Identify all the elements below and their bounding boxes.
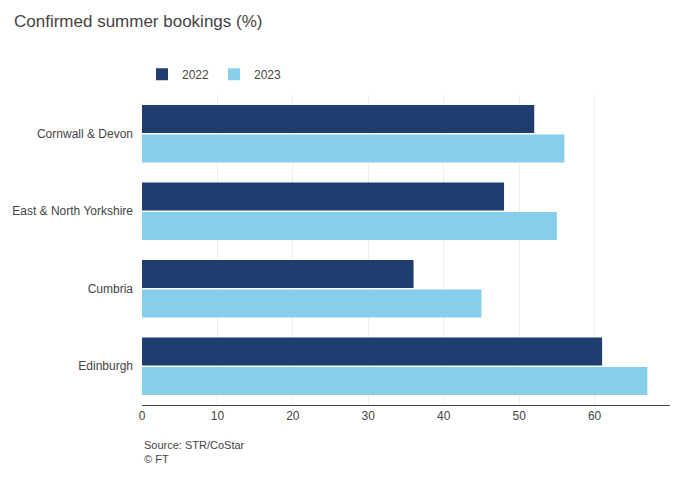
svg-text:Confirmed summer bookings (%): Confirmed summer bookings (%) — [14, 12, 262, 31]
svg-text:Source: STR/CoStar© FT: Source: STR/CoStar© FT — [144, 439, 245, 465]
svg-text:10: 10 — [211, 409, 225, 423]
svg-text:Cornwall & Devon: Cornwall & Devon — [37, 127, 133, 141]
svg-text:60: 60 — [588, 409, 602, 423]
svg-text:30: 30 — [362, 409, 376, 423]
svg-text:0: 0 — [139, 409, 146, 423]
svg-text:2022: 2022 — [182, 68, 209, 82]
svg-text:2023: 2023 — [254, 68, 281, 82]
svg-text:Edinburgh: Edinburgh — [78, 359, 133, 373]
svg-text:East & North Yorkshire: East & North Yorkshire — [12, 204, 133, 218]
svg-text:20: 20 — [286, 409, 300, 423]
svg-text:Cumbria: Cumbria — [88, 282, 134, 296]
svg-text:40: 40 — [437, 409, 451, 423]
svg-text:50: 50 — [512, 409, 526, 423]
